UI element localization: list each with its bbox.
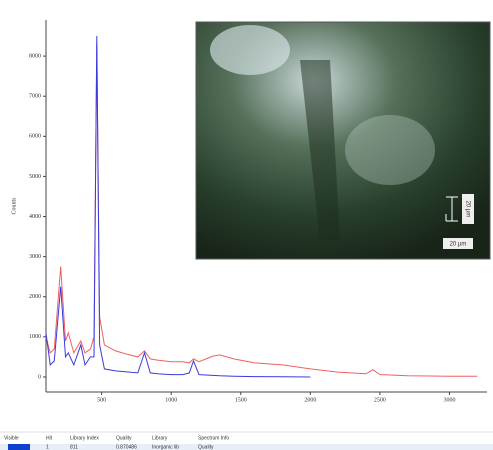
screen: 0 1000 2000 3000 4000 5000 6000 7000 8000 500 1000… bbox=[0, 0, 493, 450]
x-tick-label: 3000 bbox=[443, 397, 455, 403]
column-header: Quality bbox=[116, 435, 132, 441]
column-header: Hit bbox=[46, 435, 53, 441]
scale-label: 20 µm bbox=[464, 201, 470, 218]
y-tick-label: 4000 bbox=[29, 214, 41, 220]
y-tick-label: 6000 bbox=[29, 134, 41, 140]
y-tick-label: 5000 bbox=[29, 174, 41, 180]
table-background bbox=[0, 404, 493, 450]
y-tick-label: 3000 bbox=[29, 254, 41, 260]
y-tick-label: 0 bbox=[38, 374, 41, 380]
column-header: Visible bbox=[4, 435, 19, 441]
page: 0 1000 2000 3000 4000 5000 6000 7000 8000 500 1000… bbox=[0, 0, 493, 450]
x-tick-label: 500 bbox=[97, 397, 106, 403]
y-tick-label: 1000 bbox=[29, 334, 41, 340]
results-table: Visible Hit Library Index Quality Library Spe… bbox=[0, 404, 493, 450]
table-cell: 1 bbox=[46, 444, 49, 450]
x-tick-label: 1000 bbox=[165, 397, 177, 403]
x-tick-label: 1500 bbox=[235, 397, 247, 403]
table-cell: Quality bbox=[198, 444, 214, 450]
table-cell: Inorganic lib bbox=[152, 444, 179, 450]
column-header: Library bbox=[152, 435, 168, 441]
y-axis-label: Counts bbox=[11, 197, 17, 215]
visible-swatch bbox=[8, 444, 30, 450]
table-cell: 811 bbox=[70, 444, 78, 450]
highlight bbox=[345, 115, 435, 185]
highlight bbox=[210, 25, 290, 75]
scale-label: 20 µm bbox=[450, 242, 467, 248]
x-tick-label: 2000 bbox=[304, 397, 316, 403]
table-cell: 0.870486 bbox=[116, 444, 137, 450]
y-tick-label: 8000 bbox=[29, 53, 41, 59]
x-tick-label: 2500 bbox=[374, 397, 386, 403]
column-header: Library Index bbox=[70, 435, 99, 441]
column-header: Spectrum Info bbox=[198, 435, 229, 441]
micrograph: 20 µm 20 µm bbox=[196, 22, 490, 259]
y-tick-label: 2000 bbox=[29, 294, 41, 300]
y-tick-label: 7000 bbox=[29, 94, 41, 100]
